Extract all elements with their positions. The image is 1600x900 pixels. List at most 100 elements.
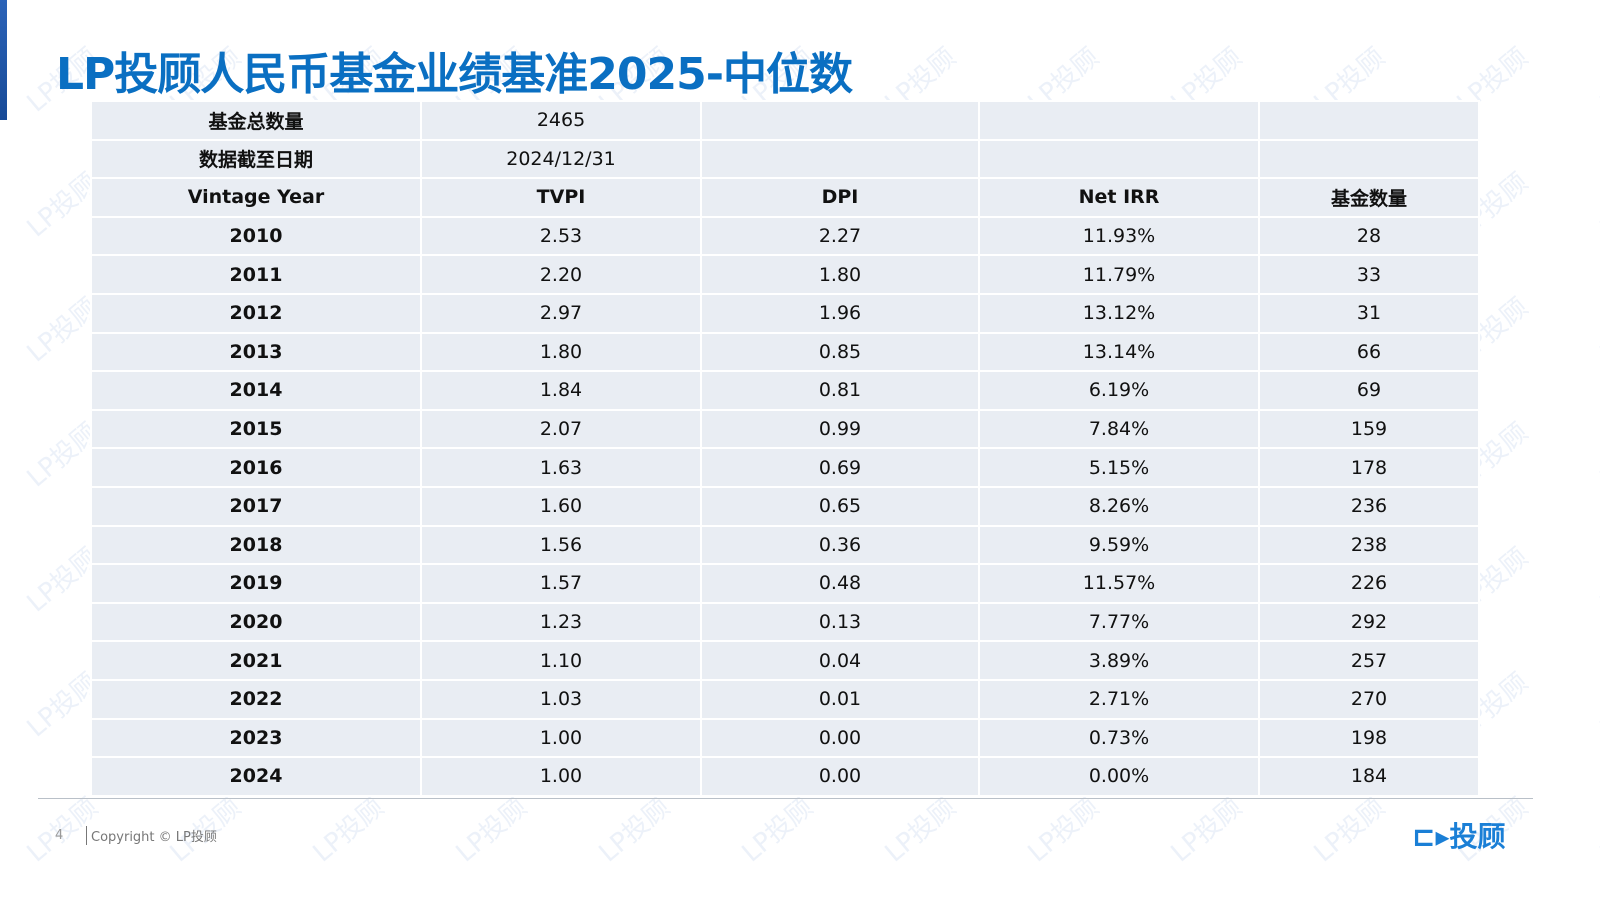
footer-divider (38, 798, 1533, 799)
summary-value: 2024/12/31 (420, 138, 702, 180)
table-row: 2012 2.97 1.96 13.12% 31 (90, 292, 1480, 334)
table-cell: 2024 (90, 756, 422, 797)
table-cell: 0.00% (978, 756, 1260, 797)
table-cell: 11.57% (978, 563, 1260, 604)
table-cell: 2023 (90, 717, 422, 759)
empty-cell (700, 100, 980, 141)
watermark: LP投顾 (1022, 792, 1105, 869)
table-row: 2010 2.53 2.27 11.93% 28 (90, 215, 1480, 257)
table-row: 2014 1.84 0.81 6.19% 69 (90, 370, 1480, 411)
table-cell: 257 (1258, 640, 1480, 681)
copyright: Copyright © LP投顾 (86, 826, 217, 845)
table-cell: 2017 (90, 485, 422, 527)
table-cell: 226 (1258, 563, 1480, 604)
watermark: LP投顾 (1165, 792, 1248, 869)
table-cell: 2021 (90, 640, 422, 681)
column-header: DPI (700, 177, 980, 218)
watermark: LP投顾 (593, 792, 676, 869)
table-cell: 0.36 (700, 524, 980, 566)
table-row: 2022 1.03 0.01 2.71% 270 (90, 678, 1480, 720)
summary-label: 数据截至日期 (90, 138, 422, 180)
watermark: LP投顾 (450, 792, 533, 869)
table-cell: 2.20 (420, 254, 702, 295)
table-cell: 1.84 (420, 370, 702, 411)
empty-cell (978, 138, 1260, 180)
table-cell: 2012 (90, 292, 422, 334)
table-cell: 0.85 (700, 331, 980, 373)
column-header: Net IRR (978, 177, 1260, 218)
table-cell: 0.04 (700, 640, 980, 681)
table-cell: 0.13 (700, 601, 980, 643)
table-cell: 1.80 (700, 254, 980, 295)
table-cell: 1.00 (420, 756, 702, 797)
table-row: 2020 1.23 0.13 7.77% 292 (90, 601, 1480, 643)
table-cell: 1.03 (420, 678, 702, 720)
column-header: TVPI (420, 177, 702, 218)
table-cell: 184 (1258, 756, 1480, 797)
table-cell: 1.00 (420, 717, 702, 759)
table-cell: 1.56 (420, 524, 702, 566)
summary-label: 基金总数量 (90, 100, 422, 141)
table-cell: 31 (1258, 292, 1480, 334)
table-cell: 28 (1258, 215, 1480, 257)
table-cell: 2014 (90, 370, 422, 411)
table-cell: 33 (1258, 254, 1480, 295)
watermark: LP投顾 (736, 792, 819, 869)
watermark: LP投顾 (1594, 542, 1600, 619)
watermark: LP投顾 (1594, 417, 1600, 494)
empty-cell (1258, 138, 1480, 180)
watermark: LP投顾 (307, 792, 390, 869)
table-cell: 198 (1258, 717, 1480, 759)
table-row: 2019 1.57 0.48 11.57% 226 (90, 563, 1480, 604)
table-cell: 0.69 (700, 447, 980, 488)
table-cell: 2013 (90, 331, 422, 373)
table-cell: 2022 (90, 678, 422, 720)
table-cell: 7.84% (978, 408, 1260, 450)
table-cell: 69 (1258, 370, 1480, 411)
watermark: LP投顾 (1308, 792, 1391, 869)
table-row: 2021 1.10 0.04 3.89% 257 (90, 640, 1480, 681)
table-cell: 3.89% (978, 640, 1260, 681)
brand-logo: ⊏▸投顾 (1412, 820, 1506, 853)
table-cell: 292 (1258, 601, 1480, 643)
table-cell: 0.73% (978, 717, 1260, 759)
table-cell: 1.23 (420, 601, 702, 643)
table-cell: 5.15% (978, 447, 1260, 488)
table-cell: 1.10 (420, 640, 702, 681)
table-cell: 11.79% (978, 254, 1260, 295)
watermark: LP投顾 (1594, 792, 1600, 869)
table-cell: 0.99 (700, 408, 980, 450)
watermark: LP投顾 (1594, 42, 1600, 119)
table-cell: 0.01 (700, 678, 980, 720)
table-cell: 1.63 (420, 447, 702, 488)
table-cell: 2015 (90, 408, 422, 450)
table-cell: 13.12% (978, 292, 1260, 334)
table-cell: 2018 (90, 524, 422, 566)
table-cell: 8.26% (978, 485, 1260, 527)
table-cell: 2010 (90, 215, 422, 257)
table-row: 2016 1.63 0.69 5.15% 178 (90, 447, 1480, 488)
table-cell: 7.77% (978, 601, 1260, 643)
column-header: 基金数量 (1258, 177, 1480, 218)
table-cell: 1.60 (420, 485, 702, 527)
table-cell: 0.65 (700, 485, 980, 527)
table-cell: 6.19% (978, 370, 1260, 411)
table-row: 2024 1.00 0.00 0.00% 184 (90, 756, 1480, 797)
table-cell: 1.80 (420, 331, 702, 373)
summary-row: 数据截至日期 2024/12/31 (90, 138, 1480, 180)
watermark: LP投顾 (1594, 167, 1600, 244)
column-header: Vintage Year (90, 177, 422, 218)
header-row: Vintage Year TVPI DPI Net IRR 基金数量 (90, 177, 1480, 218)
table-row: 2023 1.00 0.00 0.73% 198 (90, 717, 1480, 759)
table-cell: 2019 (90, 563, 422, 604)
table-cell: 1.57 (420, 563, 702, 604)
table-cell: 236 (1258, 485, 1480, 527)
empty-cell (700, 138, 980, 180)
watermark: LP投顾 (1594, 667, 1600, 744)
table-cell: 2.07 (420, 408, 702, 450)
table-cell: 2011 (90, 254, 422, 295)
empty-cell (978, 100, 1260, 141)
page-title: LP投顾人民币基金业绩基准2025-中位数 (56, 49, 853, 100)
table-cell: 9.59% (978, 524, 1260, 566)
table-cell: 0.81 (700, 370, 980, 411)
